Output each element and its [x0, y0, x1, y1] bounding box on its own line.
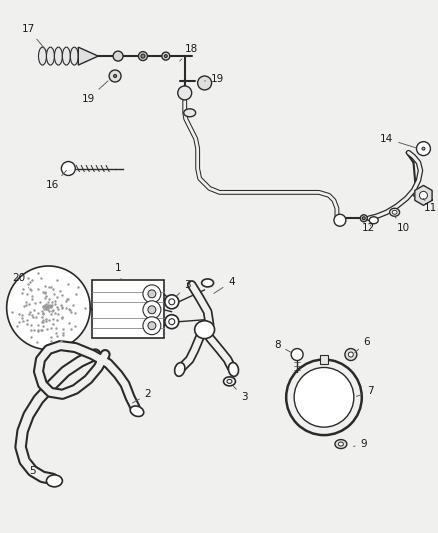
Circle shape	[143, 285, 161, 303]
Ellipse shape	[229, 362, 239, 376]
Ellipse shape	[369, 217, 378, 224]
Circle shape	[291, 349, 303, 360]
Ellipse shape	[390, 208, 399, 216]
Ellipse shape	[175, 362, 185, 376]
Ellipse shape	[138, 52, 148, 61]
Ellipse shape	[169, 319, 175, 325]
Polygon shape	[415, 185, 432, 205]
Text: 3: 3	[233, 386, 248, 402]
Ellipse shape	[39, 47, 46, 65]
Text: 2: 2	[132, 389, 151, 403]
Ellipse shape	[422, 147, 425, 150]
Circle shape	[334, 214, 346, 226]
Circle shape	[61, 161, 75, 175]
Text: 1: 1	[115, 263, 121, 279]
Ellipse shape	[164, 54, 167, 58]
Circle shape	[420, 191, 427, 199]
Ellipse shape	[392, 211, 397, 214]
Ellipse shape	[165, 315, 179, 329]
Ellipse shape	[362, 217, 365, 220]
Text: 17: 17	[22, 25, 47, 51]
Text: 4: 4	[214, 277, 235, 293]
Text: 12: 12	[362, 223, 375, 233]
Circle shape	[143, 317, 161, 335]
Ellipse shape	[169, 299, 175, 305]
Ellipse shape	[201, 279, 214, 287]
Circle shape	[143, 301, 161, 319]
Circle shape	[7, 266, 90, 350]
Ellipse shape	[62, 47, 71, 65]
Text: 8: 8	[274, 340, 291, 352]
Text: 11: 11	[424, 198, 437, 213]
Bar	[92, 280, 164, 337]
Circle shape	[198, 76, 212, 90]
Text: 10: 10	[395, 216, 410, 233]
Text: 18: 18	[180, 44, 198, 61]
Ellipse shape	[71, 47, 78, 65]
Circle shape	[148, 322, 156, 330]
Circle shape	[294, 367, 354, 427]
Polygon shape	[78, 47, 98, 65]
Circle shape	[178, 86, 192, 100]
Circle shape	[109, 70, 121, 82]
Circle shape	[148, 306, 156, 314]
Ellipse shape	[335, 440, 347, 449]
Text: 5: 5	[29, 457, 36, 476]
Ellipse shape	[345, 349, 357, 360]
Ellipse shape	[360, 215, 367, 222]
Ellipse shape	[130, 406, 144, 416]
Ellipse shape	[46, 475, 62, 487]
Bar	[320, 354, 328, 365]
Ellipse shape	[194, 321, 215, 338]
Text: 9: 9	[353, 439, 367, 449]
Ellipse shape	[162, 52, 170, 60]
Text: 7: 7	[357, 386, 374, 397]
Text: 16: 16	[46, 171, 67, 190]
Ellipse shape	[339, 442, 343, 446]
Ellipse shape	[113, 75, 117, 77]
Ellipse shape	[141, 54, 145, 58]
Ellipse shape	[54, 47, 62, 65]
Circle shape	[417, 142, 431, 156]
Text: 14: 14	[380, 134, 416, 148]
Text: 20: 20	[12, 273, 28, 288]
Circle shape	[148, 290, 156, 298]
Ellipse shape	[165, 295, 179, 309]
Ellipse shape	[223, 377, 236, 386]
Text: 19: 19	[81, 81, 108, 104]
Ellipse shape	[184, 109, 196, 117]
Ellipse shape	[227, 379, 232, 383]
Ellipse shape	[46, 47, 54, 65]
Text: 6: 6	[355, 337, 370, 353]
Ellipse shape	[113, 51, 123, 61]
Ellipse shape	[348, 352, 353, 357]
Text: 19: 19	[205, 74, 224, 84]
Text: 3: 3	[177, 280, 191, 296]
